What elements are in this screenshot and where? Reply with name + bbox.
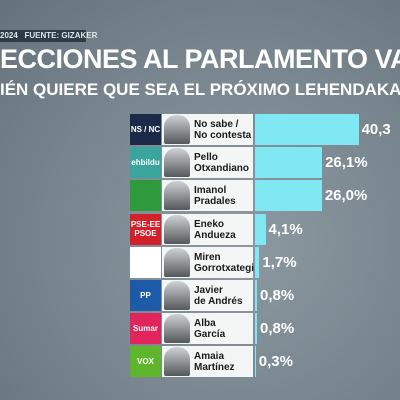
party-logo: ehbildu [130,147,161,179]
category-label: No sabe / No contesta [194,119,252,141]
party-logo: PP [130,280,161,311]
bar [255,147,323,179]
value-label: 0,8% [260,287,295,304]
party-logo: PSE-EE PSOE [130,213,161,245]
chart-subtitle: IÉN QUIERE QUE SEA EL PRÓXIMO LEHENDAKAR… [0,80,400,99]
value-label: 40,3 [361,121,391,138]
candidate-photo [164,347,190,377]
candidate-photo [164,281,190,310]
category-label: Imanol Pradales [194,185,236,208]
candidate-photo [164,148,190,178]
header-strip: 2024 FUENTE: GIZAKER [0,30,97,42]
party-logo: Sumar [130,313,161,345]
candidate-photo [164,214,190,244]
candidate-photo [164,181,190,211]
value-label: 26,1% [325,154,368,172]
party-logo: VOX [130,346,161,378]
category-label: Amaia Martínez [194,351,235,374]
value-label: 1,7% [262,253,297,271]
source: FUENTE: GIZAKER [24,31,98,40]
bar [255,114,359,145]
value-label: 0,8% [260,320,295,338]
party-logo [130,180,161,212]
bar [255,280,258,311]
category-label: Miren Gorrotxategi [194,251,255,274]
bar [255,180,322,212]
value-label: 26,0% [324,187,368,205]
candidate-photo [164,314,190,344]
bar [255,246,260,278]
bar [255,313,258,345]
category-label: Eneko Andueza [194,218,236,241]
candidate-photo [164,115,190,144]
bar [255,213,266,245]
value-label: 4,1% [268,220,303,238]
candidate-photo [164,247,190,277]
category-label: Alba García [194,318,226,341]
bar [255,346,256,378]
chart-title: ECCIONES AL PARLAMENTO VASCO [0,44,400,74]
date: 2024 [0,31,18,40]
category-label: Javier de Andrés [194,285,243,307]
party-logo: NS / NC [130,114,161,145]
party-logo [130,246,161,278]
category-label: Pello Otxandiano [194,152,250,175]
value-label: 0,3% [258,353,293,371]
